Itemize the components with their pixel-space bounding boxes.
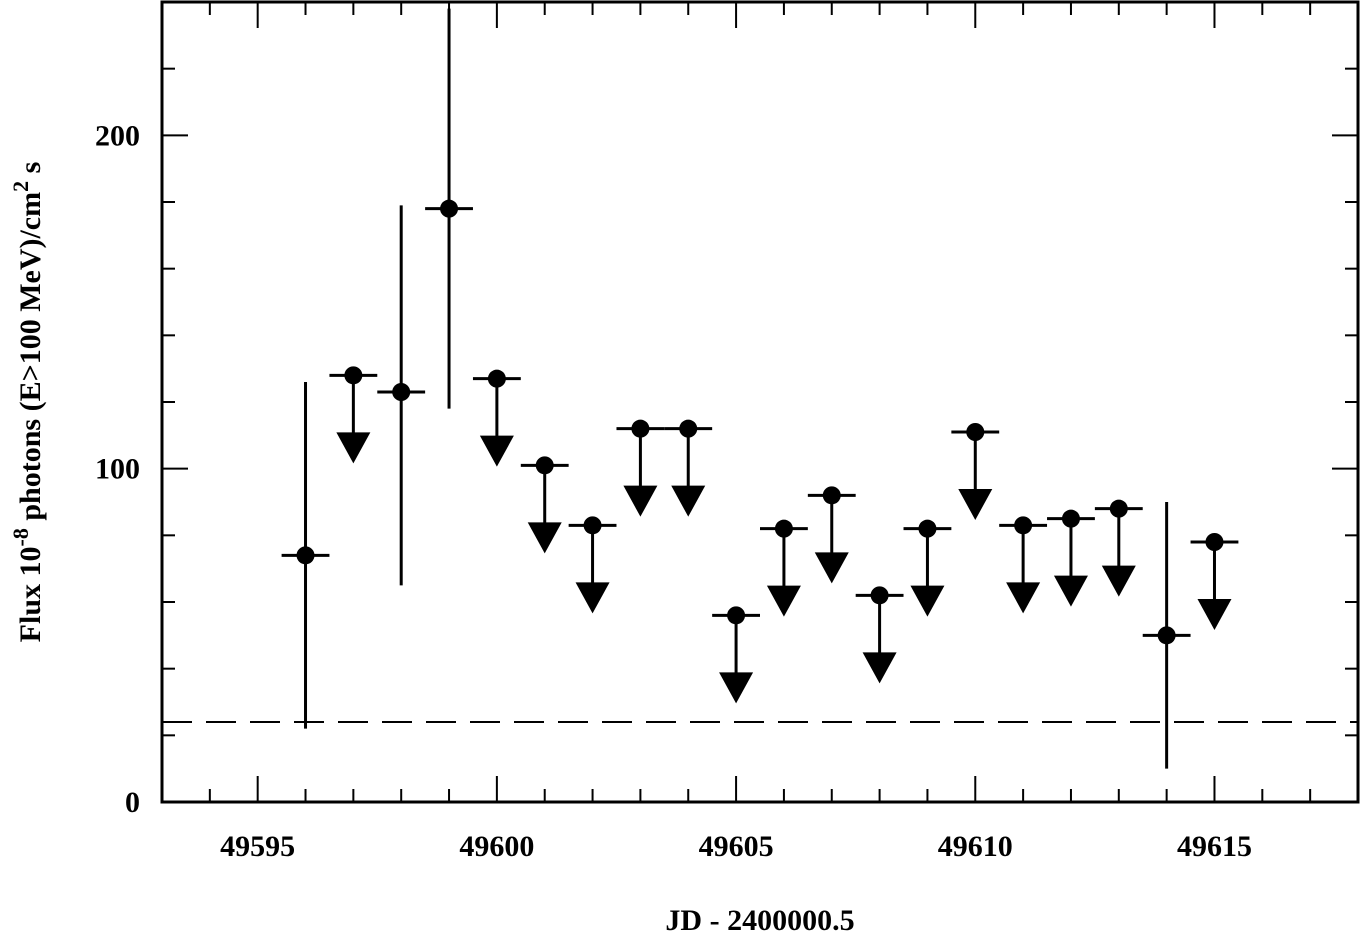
upper-limit-point [616,419,665,517]
data-marker [1205,533,1224,551]
upper-limit-arrowhead [814,552,849,584]
upper-limit-point [520,456,569,554]
y-tick-label: 0 [125,786,140,819]
detection-point [377,205,426,586]
minor-ticks [161,1,1359,802]
upper-limit-point [1047,509,1095,607]
upper-limit-point [855,586,904,684]
data-marker [296,546,315,565]
x-tick-label: 49605 [699,830,774,863]
upper-limit-point [664,419,713,517]
upper-limit-arrowhead [671,485,706,517]
upper-limit-arrowhead [910,585,945,617]
upper-limit-arrowhead [623,485,658,517]
x-tick-label: 49600 [459,830,534,863]
x-tick-labels: 49595 49600 49605 49610 49615 [220,830,1252,863]
y-axis-title: Flux 10-8 photons (E>100 MeV)/cm2 s [8,162,47,643]
data-marker [1014,516,1033,535]
upper-limit-arrowhead [1197,599,1232,630]
upper-limit-point [999,516,1048,614]
upper-limit-arrowhead [575,582,610,614]
data-marker [774,519,793,538]
y-axis-title-exponent-2: 2 [8,181,33,192]
upper-limit-point [568,516,617,614]
upper-limit-arrowhead [1053,575,1088,607]
x-tick-label: 49595 [220,830,295,863]
data-marker [870,586,889,605]
data-marker [1157,626,1176,645]
data-marker [1061,509,1080,528]
data-marker [1109,499,1128,518]
upper-limit-arrowhead [336,432,371,464]
upper-limit-point [951,423,1000,520]
data-marker [727,606,746,625]
data-points [281,8,1239,769]
y-tick-labels: 0 100 200 [95,119,140,819]
detection-point [1142,502,1191,769]
data-marker [822,486,841,505]
data-marker [918,519,937,538]
major-ticks [162,2,1358,803]
upper-limit-point [712,606,760,704]
upper-limit-arrowhead [1101,565,1136,597]
data-marker [392,383,411,401]
y-axis-title-middle: photons (E>100 MeV)/cm [14,192,47,528]
upper-limit-point [329,366,378,464]
data-marker [535,456,554,475]
y-tick-label: 100 [95,453,140,486]
upper-limit-point [1190,533,1239,630]
upper-limit-point [1094,499,1143,597]
upper-limit-arrowhead [527,522,562,554]
x-tick-label: 49615 [1177,830,1252,863]
y-tick-label: 200 [95,119,140,152]
detection-point [425,8,473,409]
x-tick-label: 49610 [938,830,1013,863]
upper-limit-point [472,369,521,467]
upper-limit-arrowhead [1006,582,1041,614]
upper-limit-point [760,519,808,617]
upper-limit-point [903,519,952,617]
detection-point [281,382,330,729]
x-axis-title: JD - 2400000.5 [665,904,854,933]
data-marker [679,419,698,438]
upper-limit-arrowhead [719,672,754,704]
y-axis-title-suffix: s [14,162,47,181]
data-marker [966,423,985,441]
y-axis-title-exponent: -8 [8,528,33,546]
data-marker [583,516,602,535]
y-axis-title-prefix: Flux 10 [14,546,47,642]
upper-limit-arrowhead [766,585,801,617]
data-marker [344,366,363,385]
upper-limit-arrowhead [958,489,993,520]
data-marker [631,419,650,438]
upper-limit-arrowhead [479,435,514,467]
data-marker [440,199,459,218]
data-marker [487,369,506,388]
upper-limit-arrowhead [862,652,897,684]
upper-limit-point [807,486,856,584]
